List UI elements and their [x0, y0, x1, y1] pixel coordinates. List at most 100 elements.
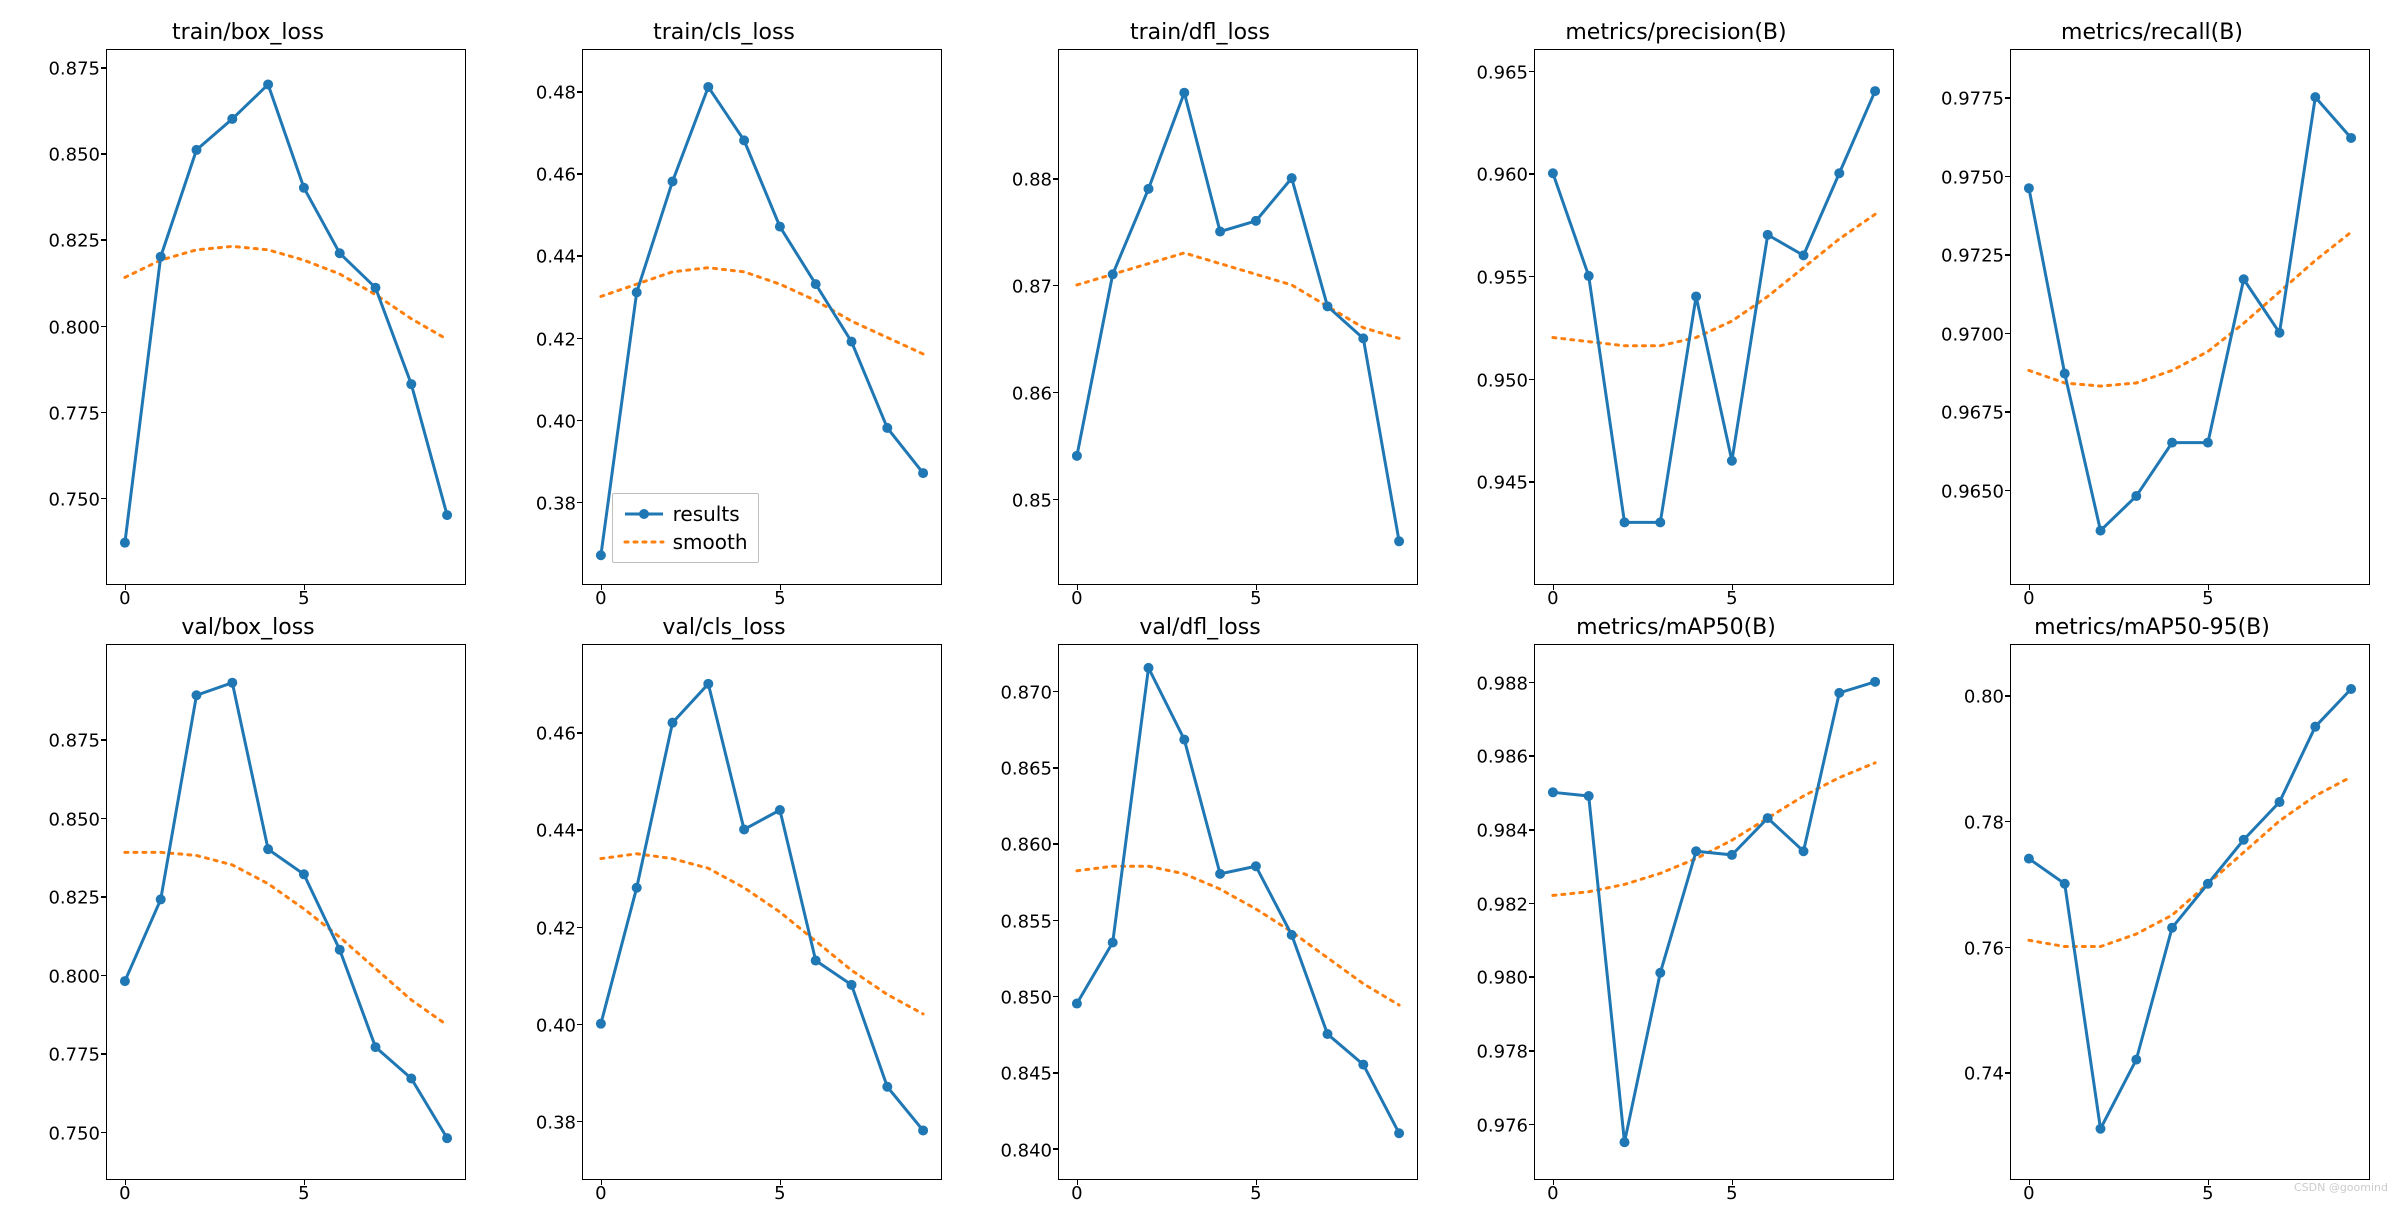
results-marker: [1548, 168, 1558, 178]
ytick-label: 0.87: [1012, 276, 1052, 297]
results-marker: [1323, 1029, 1333, 1039]
ytick-label: 0.870: [1000, 682, 1052, 703]
results-marker: [2024, 183, 2034, 193]
ytick-label: 0.965: [1476, 62, 1528, 83]
results-marker: [918, 468, 928, 478]
panel-title: val/dfl_loss: [1139, 615, 1260, 640]
results-marker: [2131, 1055, 2141, 1065]
results-marker: [2096, 526, 2106, 536]
xtick-label: 5: [2202, 1183, 2213, 1204]
results-marker: [632, 883, 642, 893]
results-marker: [1799, 846, 1809, 856]
plot-wrap: 0.380.400.420.440.460.4805resultssmooth: [506, 49, 942, 585]
results-marker: [299, 869, 309, 879]
ytick-label: 0.976: [1476, 1115, 1528, 1136]
results-marker: [1620, 1137, 1630, 1147]
y-axis: 0.96500.96750.97000.97250.97500.9775: [1934, 49, 2010, 585]
ytick-label: 0.46: [536, 165, 576, 186]
results-marker: [1215, 227, 1225, 237]
ytick-label: 0.76: [1964, 938, 2004, 959]
results-marker: [371, 283, 381, 293]
y-axis: 0.740.760.780.80: [1934, 644, 2010, 1180]
legend-label: smooth: [673, 530, 748, 554]
ytick-label: 0.40: [536, 411, 576, 432]
results-line: [1553, 682, 1875, 1142]
plot-svg: [1059, 645, 1417, 1179]
plot-area: 05: [1058, 644, 1418, 1180]
plot-area: 05: [1534, 49, 1894, 585]
ytick-label: 0.855: [1000, 911, 1052, 932]
panel-1: train/cls_loss0.380.400.420.440.460.4805…: [506, 20, 942, 585]
results-marker: [2167, 438, 2177, 448]
ytick-label: 0.78: [1964, 812, 2004, 833]
plot-wrap: 0.7500.7750.8000.8250.8500.87505: [30, 644, 466, 1180]
y-axis: 0.9450.9500.9550.9600.965: [1458, 49, 1534, 585]
results-marker: [371, 1042, 381, 1052]
ytick-label: 0.955: [1476, 267, 1528, 288]
ytick-label: 0.984: [1476, 821, 1528, 842]
x-axis: 05: [1059, 1183, 1417, 1207]
results-marker: [811, 956, 821, 966]
results-marker: [882, 423, 892, 433]
plot-svg: [107, 645, 465, 1179]
ytick-label: 0.85: [1012, 490, 1052, 511]
results-marker: [632, 287, 642, 297]
legend-label: results: [673, 502, 740, 526]
results-marker: [192, 145, 202, 155]
xtick-label: 0: [2023, 1183, 2034, 1204]
y-axis: 0.380.400.420.440.460.48: [506, 49, 582, 585]
xtick-label: 0: [1071, 1183, 1082, 1204]
results-line: [125, 683, 447, 1138]
results-marker: [847, 337, 857, 347]
ytick-label: 0.48: [536, 83, 576, 104]
ytick-label: 0.988: [1476, 673, 1528, 694]
results-marker: [1870, 677, 1880, 687]
panel-title: val/box_loss: [181, 615, 314, 640]
smooth-line: [1553, 214, 1875, 345]
results-marker: [406, 1073, 416, 1083]
xtick-label: 5: [1726, 1183, 1737, 1204]
results-marker: [442, 510, 452, 520]
plot-svg: [1535, 645, 1893, 1179]
panel-title: train/box_loss: [172, 20, 324, 45]
xtick-label: 0: [119, 1183, 130, 1204]
results-marker: [2060, 369, 2070, 379]
ytick-label: 0.982: [1476, 894, 1528, 915]
ytick-label: 0.986: [1476, 747, 1528, 768]
xtick-label: 0: [595, 1183, 606, 1204]
results-marker: [1287, 173, 1297, 183]
x-axis: 05: [583, 1183, 941, 1207]
results-marker: [1834, 688, 1844, 698]
ytick-label: 0.74: [1964, 1064, 2004, 1085]
ytick-label: 0.875: [48, 731, 100, 752]
y-axis: 0.7500.7750.8000.8250.8500.875: [30, 644, 106, 1180]
panel-8: metrics/mAP50(B)0.9760.9780.9800.9820.98…: [1458, 615, 1894, 1180]
results-marker: [2346, 133, 2356, 143]
ytick-label: 0.9700: [1941, 324, 2004, 345]
panel-title: metrics/mAP50-95(B): [2034, 615, 2270, 640]
legend: results smooth: [612, 493, 759, 563]
results-marker: [739, 824, 749, 834]
results-marker: [668, 176, 678, 186]
ytick-label: 0.865: [1000, 759, 1052, 780]
smooth-line: [125, 852, 447, 1025]
panel-title: metrics/precision(B): [1565, 20, 1786, 45]
panel-5: val/box_loss 0.7500.7750.8000.8250.8500.8…: [30, 615, 466, 1180]
ytick-label: 0.775: [48, 1045, 100, 1066]
panel-title: val/cls_loss: [662, 615, 785, 640]
ytick-label: 0.38: [536, 493, 576, 514]
ytick-label: 0.825: [48, 231, 100, 252]
results-marker: [1584, 271, 1594, 281]
results-marker: [1655, 517, 1665, 527]
results-marker: [1072, 451, 1082, 461]
results-marker: [811, 279, 821, 289]
legend-row: smooth: [623, 528, 748, 556]
results-marker: [1251, 216, 1261, 226]
results-marker: [847, 980, 857, 990]
results-marker: [1584, 791, 1594, 801]
results-line: [1077, 93, 1399, 542]
xtick-label: 5: [774, 588, 785, 609]
xtick-label: 0: [1071, 588, 1082, 609]
ytick-label: 0.945: [1476, 473, 1528, 494]
ytick-label: 0.40: [536, 1015, 576, 1036]
